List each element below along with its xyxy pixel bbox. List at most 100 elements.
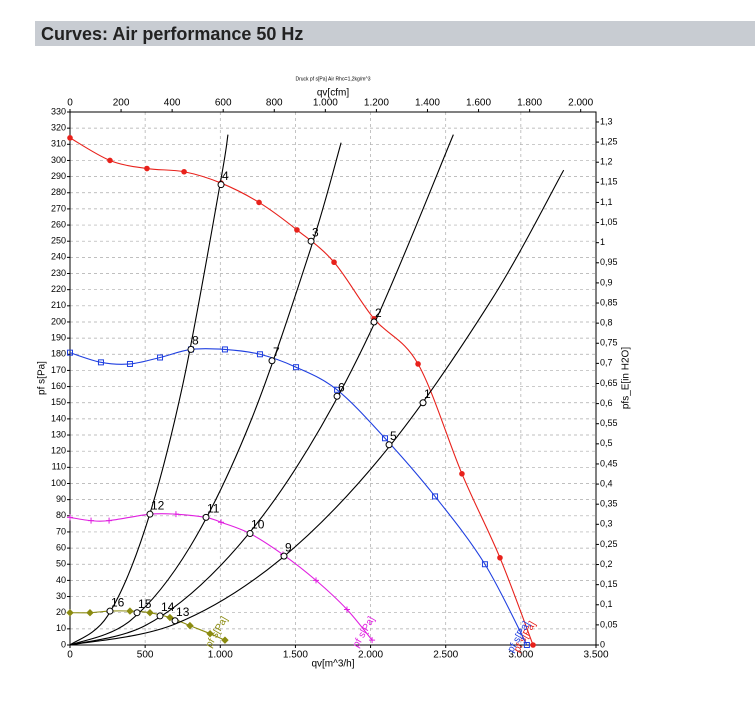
- point: [126, 360, 133, 367]
- x-tick-label: 2.000: [358, 650, 383, 661]
- y2-tick-label: 1,3: [600, 116, 613, 126]
- point: [497, 554, 503, 561]
- point: [415, 361, 421, 367]
- x-tick-label: 1.500: [283, 650, 308, 661]
- x2-axis-label: qv[cfm]: [317, 88, 349, 99]
- x-axis-label: qv[m^3/h]: [311, 659, 354, 670]
- y2-tick-label: 1,05: [600, 217, 618, 227]
- point: [334, 386, 341, 393]
- operating-point: [385, 441, 393, 449]
- operating-point-label: 6: [338, 380, 345, 394]
- y-tick-label: 110: [52, 462, 66, 472]
- point: [218, 519, 225, 526]
- header-bar: Curves: Air performance 50 Hz: [35, 21, 755, 46]
- operating-point: [419, 399, 427, 407]
- curve: [69, 134, 454, 646]
- x-tick-label: 500: [137, 650, 154, 661]
- y2-tick-label: 1,1: [600, 197, 613, 207]
- operating-point: [146, 510, 154, 518]
- point: [181, 168, 187, 175]
- y2-tick-label: 0,4: [600, 478, 613, 488]
- point: [66, 608, 74, 617]
- plot-frame: [69, 111, 597, 646]
- operating-point-label: 2: [375, 306, 382, 320]
- y-tick-label: 60: [56, 542, 66, 552]
- point: [206, 629, 214, 638]
- y-tick-label: 20: [56, 607, 66, 617]
- y-tick-label: 220: [51, 284, 66, 294]
- x2-tick-label: 1.800: [517, 98, 542, 109]
- curve: [69, 142, 342, 646]
- header-title: Curves: Air performance 50 Hz: [41, 24, 304, 44]
- operating-point: [333, 392, 341, 400]
- y-tick-label: 330: [51, 106, 66, 116]
- y-tick-label: 10: [56, 623, 66, 633]
- point: [523, 642, 530, 648]
- operating-point: [171, 617, 179, 625]
- point: [157, 354, 164, 361]
- y-tick-label: 120: [51, 446, 66, 456]
- point: [530, 642, 536, 648]
- point: [221, 346, 228, 353]
- y2-tick-label: 0,6: [600, 398, 613, 408]
- operating-point-label: 1: [424, 387, 431, 401]
- point: [221, 636, 229, 644]
- y2-tick-label: 0,85: [600, 297, 618, 307]
- point: [481, 561, 488, 568]
- x-tick-label: 0: [67, 650, 73, 661]
- point: [313, 577, 320, 584]
- operating-point: [202, 513, 210, 521]
- operating-point-label: 16: [111, 595, 125, 609]
- point: [144, 165, 150, 172]
- operating-point-label: 7: [273, 345, 280, 359]
- y2-tick-label: 1,15: [600, 177, 618, 187]
- point: [67, 135, 73, 141]
- y2-tick-label: 0,25: [600, 539, 618, 549]
- point: [293, 364, 300, 371]
- y2-tick-label: 0,15: [600, 579, 618, 589]
- operating-point-label: 10: [251, 518, 265, 532]
- x2-tick-label: 800: [266, 98, 283, 109]
- point: [88, 517, 95, 524]
- operating-point: [370, 318, 378, 326]
- point: [67, 514, 73, 521]
- x2-tick-label: 0: [67, 98, 73, 109]
- y-tick-label: 290: [51, 171, 66, 181]
- y-axis-label: pf s[Pa]: [37, 361, 48, 395]
- x2-tick-label: 2.000: [568, 98, 593, 109]
- y2-tick-label: 0,65: [600, 378, 618, 388]
- y-tick-label: 280: [51, 187, 66, 197]
- operating-point: [307, 237, 315, 245]
- point: [381, 435, 388, 442]
- y-tick-label: 200: [51, 316, 66, 326]
- y-tick-label: 300: [51, 155, 66, 165]
- operating-point: [187, 345, 195, 353]
- curve: [69, 610, 226, 641]
- operating-point-label: 8: [192, 334, 199, 348]
- y2-tick-label: 0,05: [600, 619, 618, 629]
- y-tick-label: 270: [51, 203, 66, 213]
- y-tick-label: 70: [56, 526, 66, 536]
- y-tick-label: 130: [51, 429, 66, 439]
- operating-point: [156, 612, 164, 620]
- chart-subtitle: Druck pf s[Pa] Air Rho=1,2kg/m^3: [295, 76, 370, 82]
- y-tick-label: 100: [51, 478, 66, 488]
- y-tick-label: 310: [51, 139, 66, 149]
- x-tick-label: 2.500: [433, 650, 458, 661]
- operating-point-label: 13: [176, 605, 190, 619]
- curve: [69, 134, 229, 646]
- y-tick-label: 320: [51, 123, 66, 133]
- y-tick-label: 160: [51, 381, 66, 391]
- y-tick-label: 0: [61, 639, 66, 649]
- y2-tick-label: 1: [600, 237, 605, 247]
- point: [186, 621, 194, 630]
- point: [166, 613, 174, 622]
- y2-tick-label: 0,3: [600, 519, 613, 529]
- y2-axis-label: pfs_E[in H2O]: [621, 347, 632, 409]
- x2-tick-label: 600: [215, 98, 232, 109]
- x-tick-label: 3.500: [583, 650, 608, 661]
- y-tick-label: 180: [51, 349, 66, 359]
- y2-tick-label: 1,2: [600, 157, 613, 167]
- point: [256, 199, 262, 206]
